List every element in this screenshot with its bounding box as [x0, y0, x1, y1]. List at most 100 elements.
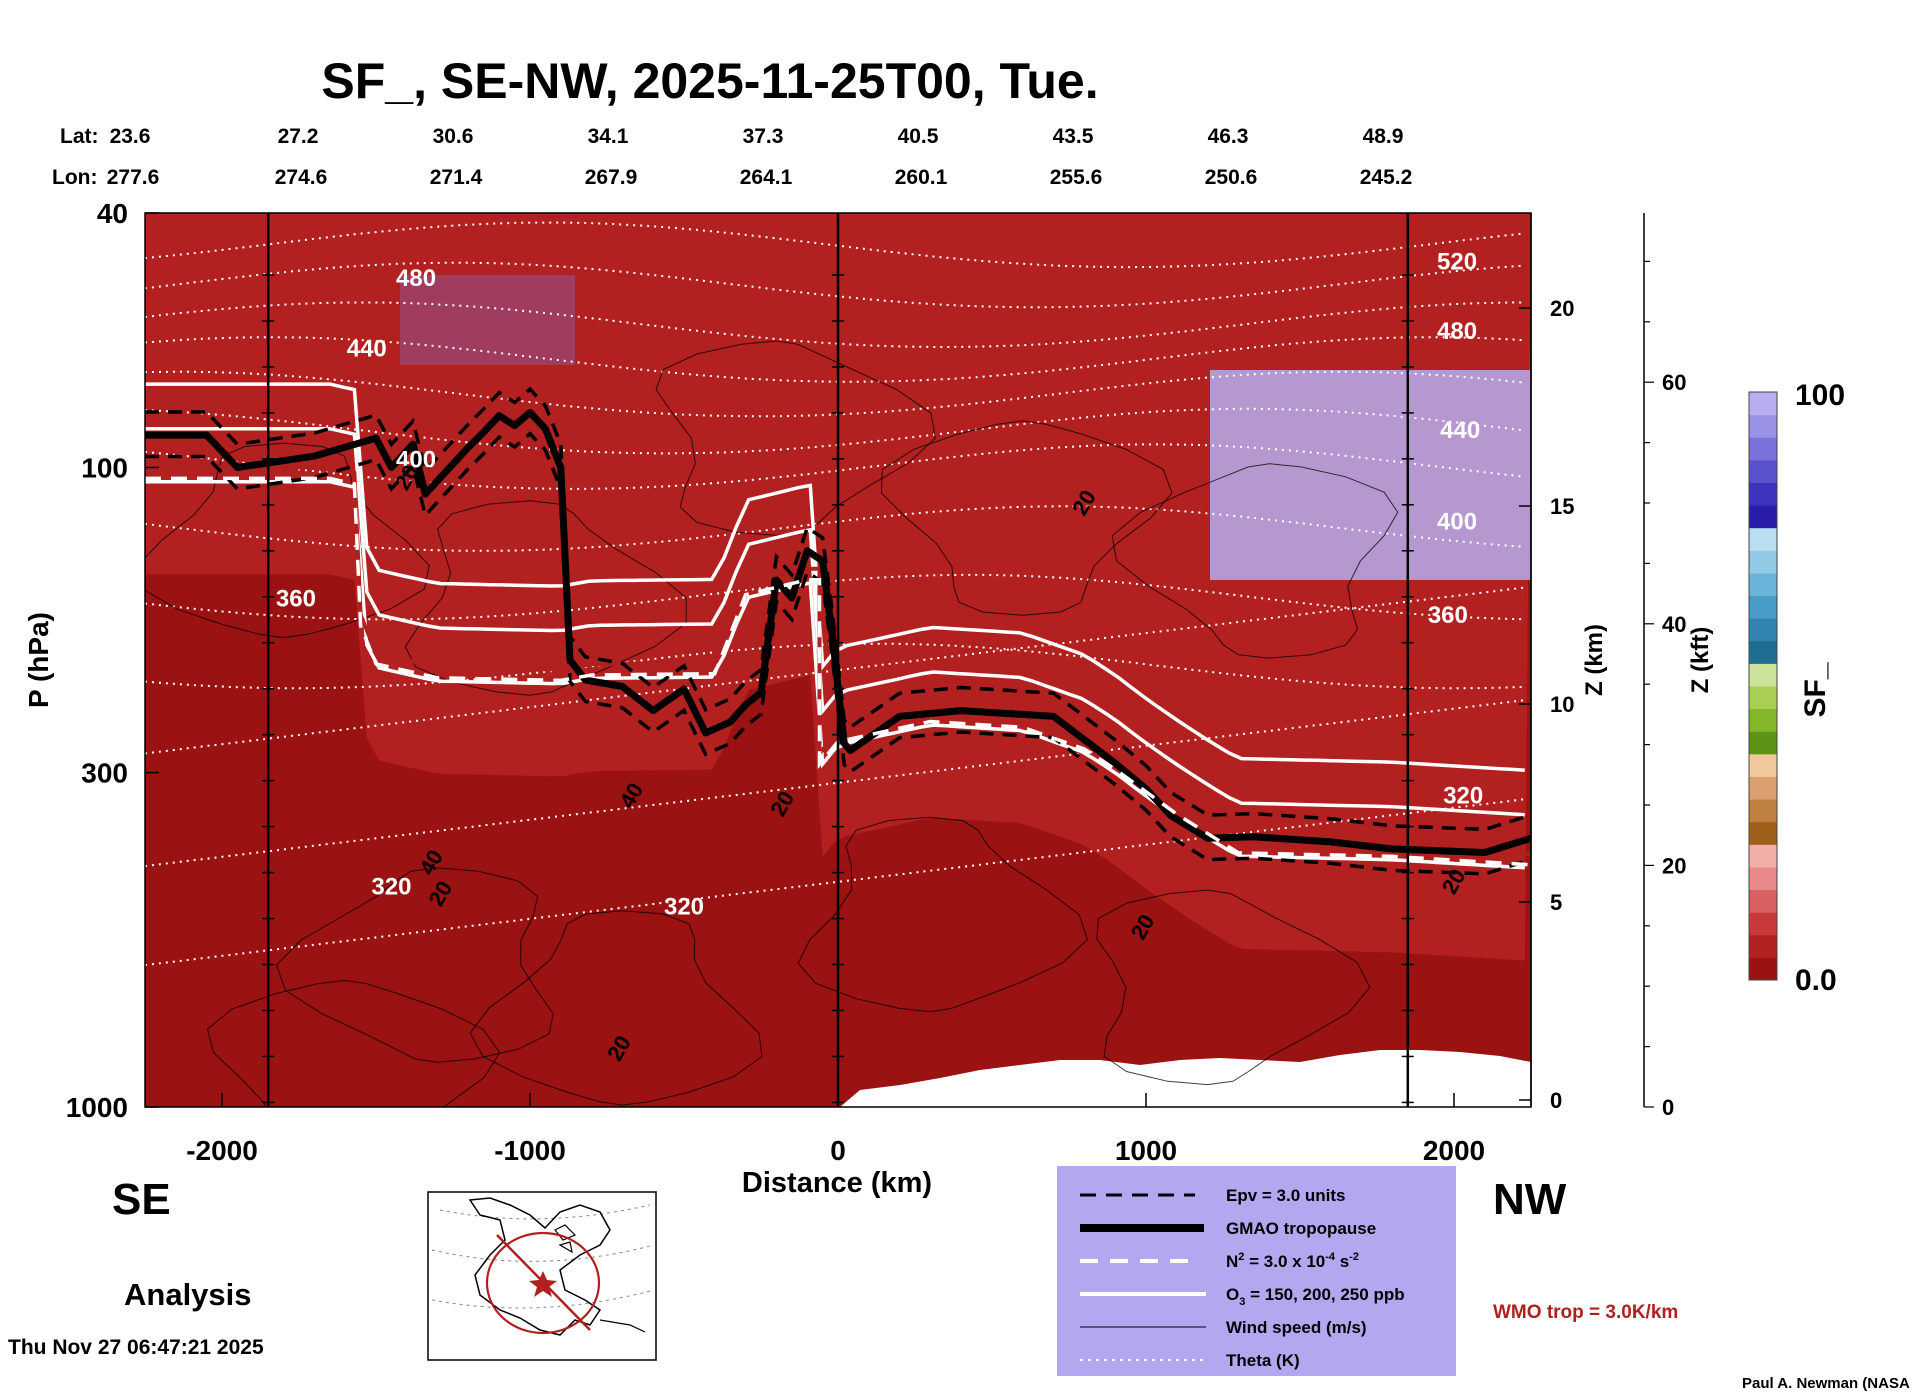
terrain-mask [840, 1050, 1531, 1107]
upper-left-patch [400, 275, 575, 365]
timestamp: Thu Nov 27 06:47:21 2025 [8, 1336, 264, 1359]
theta-label: 520 [1437, 248, 1477, 275]
x-tick-label: 0 [830, 1135, 846, 1166]
z-km-title: Z (km) [1581, 624, 1608, 696]
colorbar-swatch [1749, 482, 1777, 506]
theta-contour [145, 699, 1525, 868]
legend-theta: Theta (K) [1226, 1351, 1300, 1370]
credit: Paul A. Newman (NASA [1742, 1375, 1910, 1392]
theta-label: 360 [276, 586, 316, 613]
y-tick-label: 40 [97, 198, 128, 229]
z-kft-tick-label: 0 [1662, 1095, 1674, 1120]
z-km-tick-label: 20 [1550, 296, 1574, 321]
theta-contour [145, 443, 1525, 490]
colorbar-min-label: 0.0 [1795, 964, 1837, 997]
lon-value: 250.6 [1205, 166, 1258, 189]
lat-value: 23.6 [110, 125, 151, 148]
lon-value: 255.6 [1050, 166, 1103, 189]
epv-contour [145, 431, 1531, 876]
colorbar-swatch [1749, 550, 1777, 574]
n2-contour [145, 476, 1531, 867]
wind-contour [655, 340, 936, 536]
theta-label: 320 [1443, 782, 1483, 809]
nw-label: NW [1493, 1175, 1567, 1224]
colorbar-swatch [1749, 889, 1777, 913]
z-km-tick-label: 0 [1550, 1088, 1562, 1113]
legend-gmao: GMAO tropopause [1226, 1219, 1376, 1238]
lon-value: 267.9 [585, 166, 638, 189]
z-km-tick-label: 5 [1550, 890, 1562, 915]
y-axis: 40 100 300 1000 [66, 198, 159, 1123]
colorbar-frame [1748, 391, 1778, 981]
lat-lon-header: 23.6 27.2 30.6 34.1 37.3 40.5 43.5 46.3 48.9 277.… [107, 125, 1413, 189]
se-label: SE [112, 1175, 171, 1224]
reference-verticals [262, 213, 1414, 1107]
x-tick-label: -1000 [494, 1135, 566, 1166]
lon-value: 274.6 [275, 166, 328, 189]
z-kft-tick-label: 60 [1662, 370, 1686, 395]
epv-contour [145, 386, 1531, 832]
wind-contour [1111, 463, 1399, 659]
theta-label: 400 [1437, 508, 1477, 535]
theta-labels: 520 480 440 400 360 320 520 480 440 400 360 320 320 [257, 192, 1483, 920]
epv-contours [145, 386, 1531, 876]
colorbar-swatch [1749, 572, 1777, 597]
theta-contour [145, 798, 1525, 967]
colorbar-swatch [1749, 708, 1777, 732]
colorbar-swatch [1749, 844, 1777, 868]
theta-label: 480 [1437, 318, 1477, 345]
theta-label: 440 [1440, 417, 1480, 444]
colorbar-swatch [1749, 957, 1777, 981]
colorbar-title: SF_ [1799, 662, 1832, 717]
lat-value: 48.9 [1363, 125, 1404, 148]
lat-value: 27.2 [278, 125, 319, 148]
colorbar-swatch [1749, 686, 1777, 710]
colorbar-swatch [1749, 392, 1777, 416]
theta-label: 320 [664, 893, 704, 920]
colorbar-swatch [1749, 640, 1777, 664]
colorbar-swatch [1749, 934, 1777, 958]
lon-value: 245.2 [1360, 166, 1413, 189]
inset-map [427, 1191, 657, 1361]
z-kft-title: Z (kft) [1687, 627, 1714, 694]
wmo-tropopause-line [145, 465, 1531, 856]
z-km-axis: 20 15 10 5 0 [1519, 213, 1574, 1113]
legend-epv: Epv = 3.0 units [1226, 1186, 1346, 1205]
colorbar-swatch [1749, 821, 1777, 845]
lon-value: 271.4 [430, 166, 483, 189]
ozone-contour [145, 479, 1525, 870]
lon-value: 277.6 [107, 166, 160, 189]
x-axis: -2000 -1000 0 1000 2000 [186, 1093, 1485, 1166]
colorbar-swatch [1749, 912, 1777, 936]
colorbar-max-label: 100 [1795, 379, 1845, 412]
z-kft-tick-label: 40 [1662, 612, 1686, 637]
colorbar-swatch [1749, 866, 1777, 891]
colorbar-swatch [1749, 595, 1777, 619]
theta-contour [145, 261, 1525, 309]
wind-contour [880, 420, 1173, 616]
z-km-tick-label: 15 [1550, 494, 1574, 519]
colorbar-swatch [1749, 753, 1777, 777]
theta-label: 520 [257, 192, 297, 219]
lon-value: 264.1 [740, 166, 793, 189]
lat-label: Lat: [60, 125, 99, 148]
theta-label: 400 [396, 446, 436, 473]
theta-contour [145, 505, 1525, 552]
x-tick-label: -2000 [186, 1135, 258, 1166]
colorbar-swatch [1749, 618, 1777, 642]
y-tick-label: 1000 [66, 1092, 128, 1123]
colorbar-swatch [1749, 799, 1777, 823]
y-axis-title: P (hPa) [23, 612, 54, 708]
lat-value: 37.3 [743, 125, 784, 148]
theta-label: 320 [371, 873, 411, 900]
legend: Epv = 3.0 units GMAO tropopause N2 = 3.0… [1057, 1166, 1456, 1376]
wmo-note: WMO trop = 3.0K/km [1493, 1302, 1678, 1323]
x-axis-title: Distance (km) [742, 1167, 932, 1199]
plot-area: 520480440400360320520480440400360320320 … [145, 192, 1531, 1107]
colorbar-swatch [1749, 414, 1777, 438]
z-kft-tick-label: 20 [1662, 853, 1686, 878]
z-kft-axis: 60 40 20 0 [1643, 213, 1686, 1120]
wind-contour [206, 979, 501, 1107]
colorbar-swatch [1749, 505, 1777, 529]
